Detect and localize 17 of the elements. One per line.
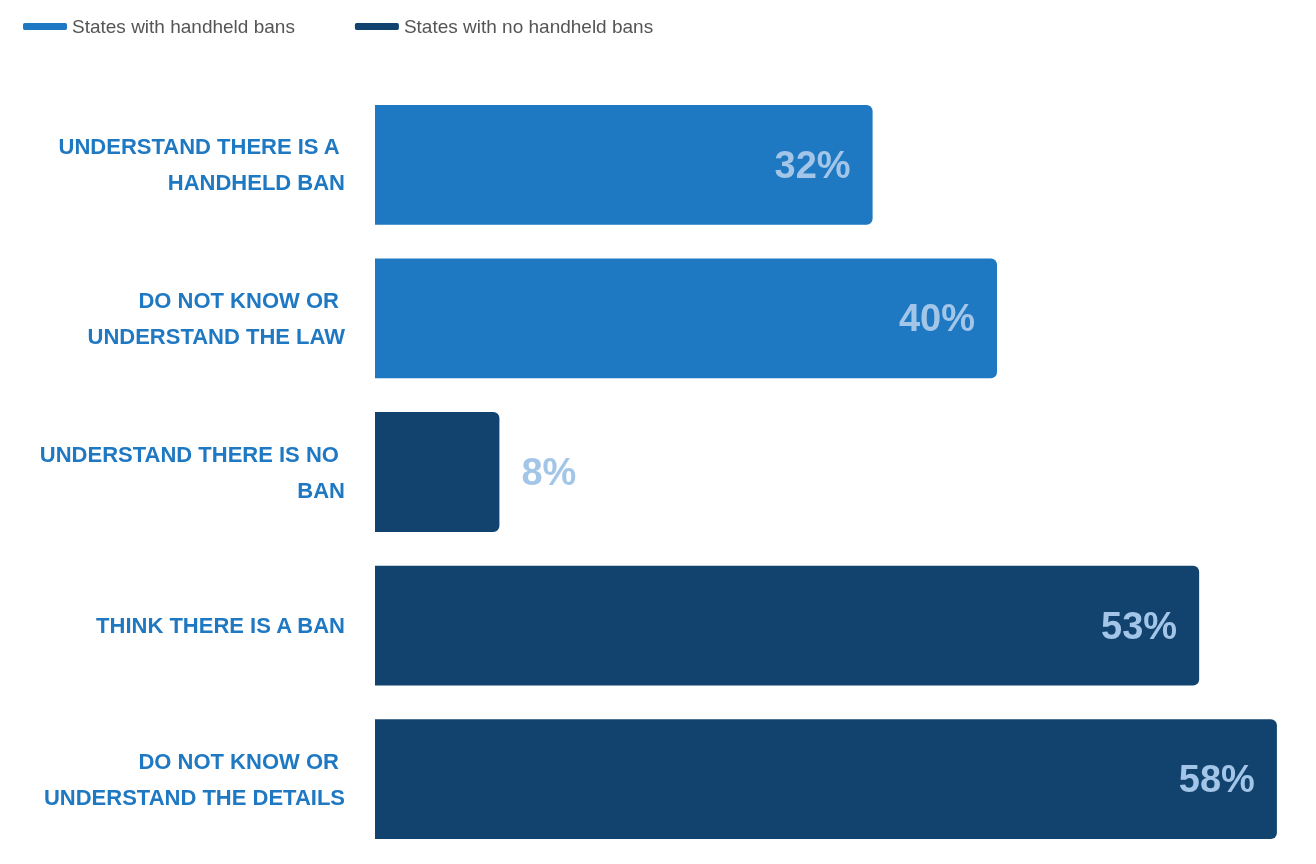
y-tick-label: DO NOT KNOW OR UNDERSTAND THE DETAILS: [43, 748, 345, 810]
y-tick-label: THINK THERE IS A BAN: [96, 613, 345, 639]
data-label: 40%: [898, 297, 975, 340]
bar: [375, 719, 1277, 840]
bar: [375, 104, 873, 225]
y-tick-label: UNDERSTAND THERE IS A HANDHELD BAN: [58, 134, 345, 196]
data-label: 8%: [521, 451, 577, 493]
data-label: 32%: [774, 143, 851, 186]
legend-label: States with handheld bans: [72, 16, 295, 37]
data-label: 58%: [1178, 758, 1255, 801]
bar: [375, 565, 1200, 686]
bar: [375, 412, 500, 532]
bar: [375, 258, 997, 379]
y-tick-label: UNDERSTAND THERE IS NO BAN: [39, 441, 345, 503]
legend-label: States with no handheld bans: [403, 16, 654, 37]
y-tick-label: DO NOT KNOW OR UNDERSTAND THE LAW: [87, 287, 346, 349]
data-label: 53%: [1101, 604, 1178, 647]
